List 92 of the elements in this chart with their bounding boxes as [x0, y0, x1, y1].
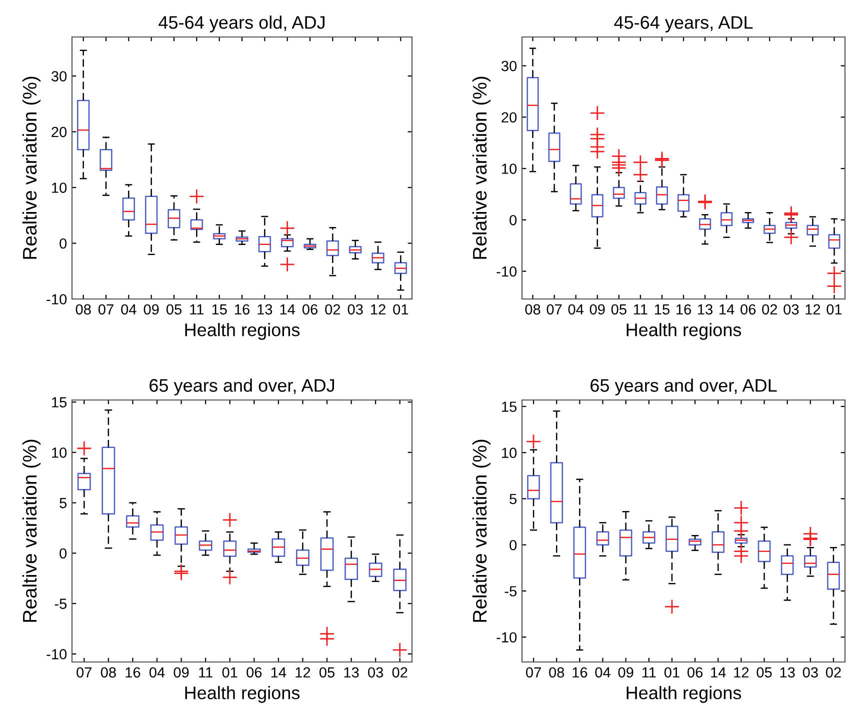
- x-tick-label: 13: [698, 304, 713, 315]
- x-tick-label: 08: [76, 304, 91, 315]
- x-tick-label: 07: [76, 667, 92, 678]
- x-tick-label: 15: [654, 304, 670, 315]
- y-tick-label: 5: [510, 494, 517, 504]
- x-tick-label: 01: [826, 304, 842, 315]
- y-tick-label: 30: [501, 60, 517, 72]
- x-tick-label: 16: [676, 304, 691, 315]
- chart-title: 65 years and over, ADJ: [150, 378, 334, 396]
- y-axis-title: Relative variation (%): [472, 76, 490, 259]
- x-tick-label: 04: [595, 667, 610, 678]
- x-tick-label: 06: [302, 304, 318, 315]
- x-tick-label: 09: [590, 304, 605, 315]
- x-tick-label: 04: [149, 667, 165, 678]
- x-tick-label: 05: [756, 667, 772, 678]
- x-tick-label: 02: [826, 667, 841, 678]
- x-tick-label: 16: [235, 304, 250, 315]
- y-tick-label: 5: [60, 498, 67, 508]
- x-tick-label: 13: [344, 667, 359, 678]
- y-tick-label: 10: [502, 448, 517, 458]
- x-tick-label: 11: [190, 304, 204, 314]
- x-tick-label: 16: [126, 667, 140, 678]
- y-tick-label: 0: [510, 540, 517, 550]
- y-tick-label: -10: [46, 294, 67, 304]
- x-axis-title: Health regions: [185, 323, 300, 340]
- x-tick-label: 03: [784, 304, 799, 315]
- y-tick-label: -10: [46, 649, 67, 660]
- x-axis-title: Health regions: [626, 323, 742, 340]
- x-tick-label: 08: [549, 667, 564, 678]
- y-tick-label: 20: [52, 126, 67, 138]
- y-tick-label: 30: [51, 71, 67, 82]
- x-axis-title: Health regions: [626, 686, 742, 703]
- y-axis-title: Relative variation (%): [472, 440, 490, 622]
- x-axis-title: Health regions: [185, 686, 300, 703]
- x-tick-label: 08: [100, 667, 116, 678]
- y-axis-title: Realtive variation (%): [22, 76, 40, 259]
- x-tick-label: 14: [711, 667, 726, 678]
- y-tick-label: -10: [496, 632, 517, 643]
- x-tick-label: 07: [546, 304, 562, 315]
- x-tick-label: 12: [806, 304, 820, 314]
- y-tick-label: -10: [496, 266, 517, 277]
- x-tick-label: 01: [664, 667, 680, 678]
- x-tick-label: 03: [348, 304, 363, 315]
- x-tick-label: 02: [325, 304, 340, 315]
- x-tick-label: 11: [634, 304, 648, 314]
- y-tick-label: 15: [502, 402, 517, 412]
- chart-title: 65 years and over, ADL: [590, 378, 777, 396]
- x-tick-label: 13: [258, 304, 272, 315]
- x-tick-label: 11: [199, 667, 212, 678]
- x-tick-label: 13: [780, 667, 795, 678]
- x-tick-label: 07: [98, 304, 114, 315]
- x-tick-label: 04: [121, 304, 136, 315]
- y-axis-title: Realtive variation (%): [22, 440, 40, 622]
- y-tick-label: 10: [502, 164, 517, 174]
- chart-title: 45-64 years, ADL: [614, 16, 753, 32]
- x-tick-label: 05: [611, 304, 626, 315]
- x-tick-label: 09: [174, 667, 189, 678]
- x-tick-label: 03: [802, 667, 818, 678]
- x-tick-label: 06: [687, 667, 703, 678]
- y-tick-label: -5: [504, 586, 517, 596]
- chart-title: 45-64 years old, ADJ: [158, 16, 324, 32]
- x-tick-label: 01: [222, 667, 238, 678]
- y-tick-label: 20: [502, 112, 517, 123]
- x-tick-label: 16: [572, 667, 588, 678]
- y-tick-label: 10: [52, 182, 67, 193]
- x-tick-label: 07: [526, 667, 541, 678]
- x-tick-label: 03: [368, 667, 384, 678]
- y-tick-label: -5: [54, 598, 67, 609]
- y-tick-label: 0: [60, 548, 67, 559]
- x-tick-label: 09: [618, 667, 634, 678]
- x-tick-label: 12: [734, 667, 749, 678]
- x-tick-label: 06: [246, 667, 262, 678]
- x-tick-label: 06: [740, 304, 756, 315]
- x-tick-label: 14: [720, 304, 734, 314]
- x-tick-label: 15: [212, 304, 227, 315]
- x-tick-label: 02: [762, 304, 778, 315]
- x-tick-label: 12: [296, 667, 310, 678]
- x-tick-label: 01: [393, 304, 408, 315]
- y-tick-label: 15: [52, 397, 67, 408]
- x-tick-label: 11: [642, 667, 656, 678]
- x-tick-label: 02: [392, 667, 408, 678]
- y-tick-label: 0: [60, 238, 67, 249]
- x-tick-label: 04: [568, 304, 584, 315]
- x-tick-label: 12: [371, 304, 386, 314]
- x-tick-label: 14: [271, 667, 286, 678]
- x-tick-label: 09: [144, 304, 159, 315]
- x-tick-label: 05: [319, 667, 334, 678]
- y-tick-label: 10: [52, 448, 67, 458]
- y-tick-label: 0: [510, 214, 517, 226]
- x-tick-label: 05: [166, 304, 182, 315]
- x-tick-label: 08: [525, 304, 540, 315]
- x-tick-label: 14: [280, 304, 296, 314]
